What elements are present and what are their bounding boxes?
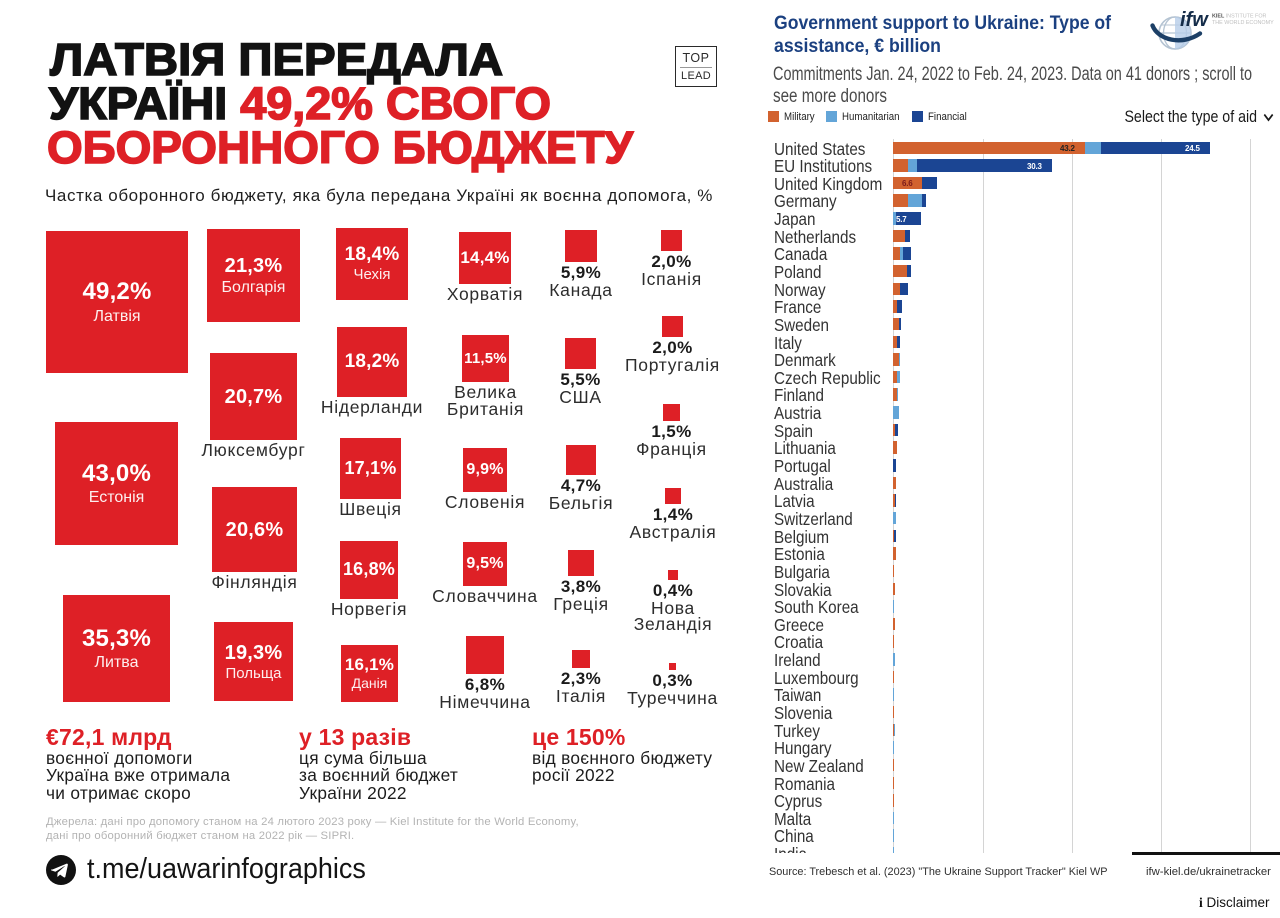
svg-text:THE WORLD ECONOMY: THE WORLD ECONOMY (1212, 20, 1274, 26)
svg-text:KIEL INSTITUTE FOR: KIEL INSTITUTE FOR (1212, 14, 1267, 20)
svg-text:ifw: ifw (1180, 9, 1209, 31)
